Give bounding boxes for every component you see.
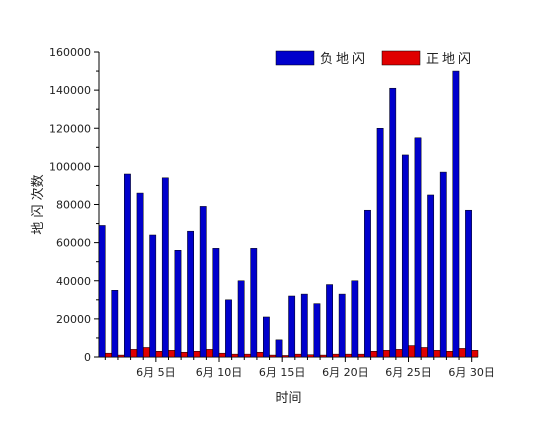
bar-positive-flash: [383, 350, 390, 358]
bar-positive-flash: [269, 354, 277, 358]
bar-negative-flash: [250, 248, 258, 358]
bar-positive-flash: [142, 347, 150, 358]
x-tick-label: 6月 20日: [322, 366, 369, 379]
bar-positive-flash: [218, 352, 226, 358]
y-tick-label: 0: [84, 351, 91, 364]
bar-negative-flash: [187, 230, 194, 358]
bar-negative-flash: [136, 192, 144, 358]
bar-positive-flash: [357, 353, 365, 358]
bar-negative-flash: [225, 299, 232, 358]
bar-negative-flash: [174, 250, 182, 358]
x-tick-label: 6月 5日: [136, 366, 176, 379]
bar-negative-flash: [401, 154, 409, 358]
bar-negative-flash: [376, 128, 384, 358]
bar-negative-flash: [98, 225, 106, 358]
y-tick-label: 80000: [56, 199, 91, 212]
bar-positive-flash: [458, 348, 466, 358]
bar-negative-flash: [364, 209, 371, 358]
bar-negative-flash: [111, 290, 119, 358]
bars-layer: [98, 70, 479, 358]
bar-positive-flash: [433, 350, 441, 358]
y-tick-label: 40000: [56, 275, 91, 288]
y-tick-label: 160000: [49, 46, 91, 59]
bar-negative-flash: [465, 209, 472, 358]
bar-negative-flash: [326, 284, 333, 358]
x-axis-title: 时间: [275, 391, 301, 406]
bar-negative-flash: [237, 280, 245, 358]
y-tick-label: 20000: [56, 313, 91, 326]
bar-negative-flash: [288, 295, 296, 358]
bar-positive-flash: [193, 351, 201, 358]
bar-positive-flash: [446, 351, 453, 358]
bar-positive-flash: [332, 353, 340, 358]
x-tick-label: 6月 15日: [259, 366, 306, 379]
x-tick-label: 6月 25日: [385, 366, 432, 379]
bar-positive-flash: [105, 352, 112, 358]
bar-positive-flash: [244, 353, 251, 358]
legend: 负地闪 正地闪: [275, 50, 474, 67]
bar-negative-flash: [263, 316, 270, 358]
bar-negative-flash: [338, 293, 346, 358]
bar-negative-flash: [427, 194, 435, 358]
bar-negative-flash: [313, 303, 321, 358]
bar-negative-flash: [161, 177, 169, 358]
bar-negative-flash: [275, 339, 283, 358]
x-tick-label: 6月 30日: [448, 366, 495, 379]
bar-positive-flash: [420, 347, 428, 358]
bar-positive-flash: [370, 351, 378, 358]
y-tick-label: 140000: [49, 84, 91, 97]
legend-label: 正地闪: [426, 52, 474, 67]
y-tick-label: 60000: [56, 237, 91, 250]
bar-negative-flash: [452, 70, 460, 358]
bar-positive-flash: [130, 349, 138, 358]
bar-negative-flash: [389, 87, 397, 358]
bar-positive-flash: [345, 353, 352, 358]
legend-swatch: [381, 50, 421, 66]
legend-swatch: [275, 50, 315, 66]
bar-positive-flash: [395, 349, 403, 358]
legend-label: 负地闪: [320, 52, 368, 67]
bar-positive-flash: [206, 349, 213, 358]
bar-positive-flash: [319, 354, 327, 358]
y-tick-label: 100000: [49, 160, 91, 173]
bar-positive-flash: [471, 350, 479, 358]
bar-negative-flash: [212, 248, 220, 358]
bar-positive-flash: [231, 353, 239, 358]
bar-negative-flash: [414, 137, 422, 358]
bar-negative-flash: [351, 280, 359, 358]
bar-negative-flash: [149, 234, 157, 358]
bar-negative-flash: [199, 206, 207, 358]
bar-positive-flash: [256, 351, 264, 358]
bar-positive-flash: [117, 354, 125, 358]
bar-negative-flash: [124, 173, 131, 358]
bar-positive-flash: [281, 355, 289, 358]
bar-negative-flash: [439, 171, 447, 358]
bar-positive-flash: [168, 350, 176, 358]
x-tick-label: 6月 10日: [196, 366, 243, 379]
axes-layer: 0 20000 40000 60000 80000 100000 120000 140000 1…: [49, 46, 495, 379]
bar-positive-flash: [294, 353, 302, 358]
y-axis-title: 地 闪 次数: [30, 174, 46, 234]
y-tick-label: 120000: [49, 122, 91, 135]
bar-negative-flash: [300, 293, 308, 358]
bar-positive-flash: [307, 354, 315, 358]
bar-positive-flash: [155, 351, 163, 358]
bar-positive-flash: [180, 351, 188, 358]
bar-positive-flash: [408, 345, 416, 358]
